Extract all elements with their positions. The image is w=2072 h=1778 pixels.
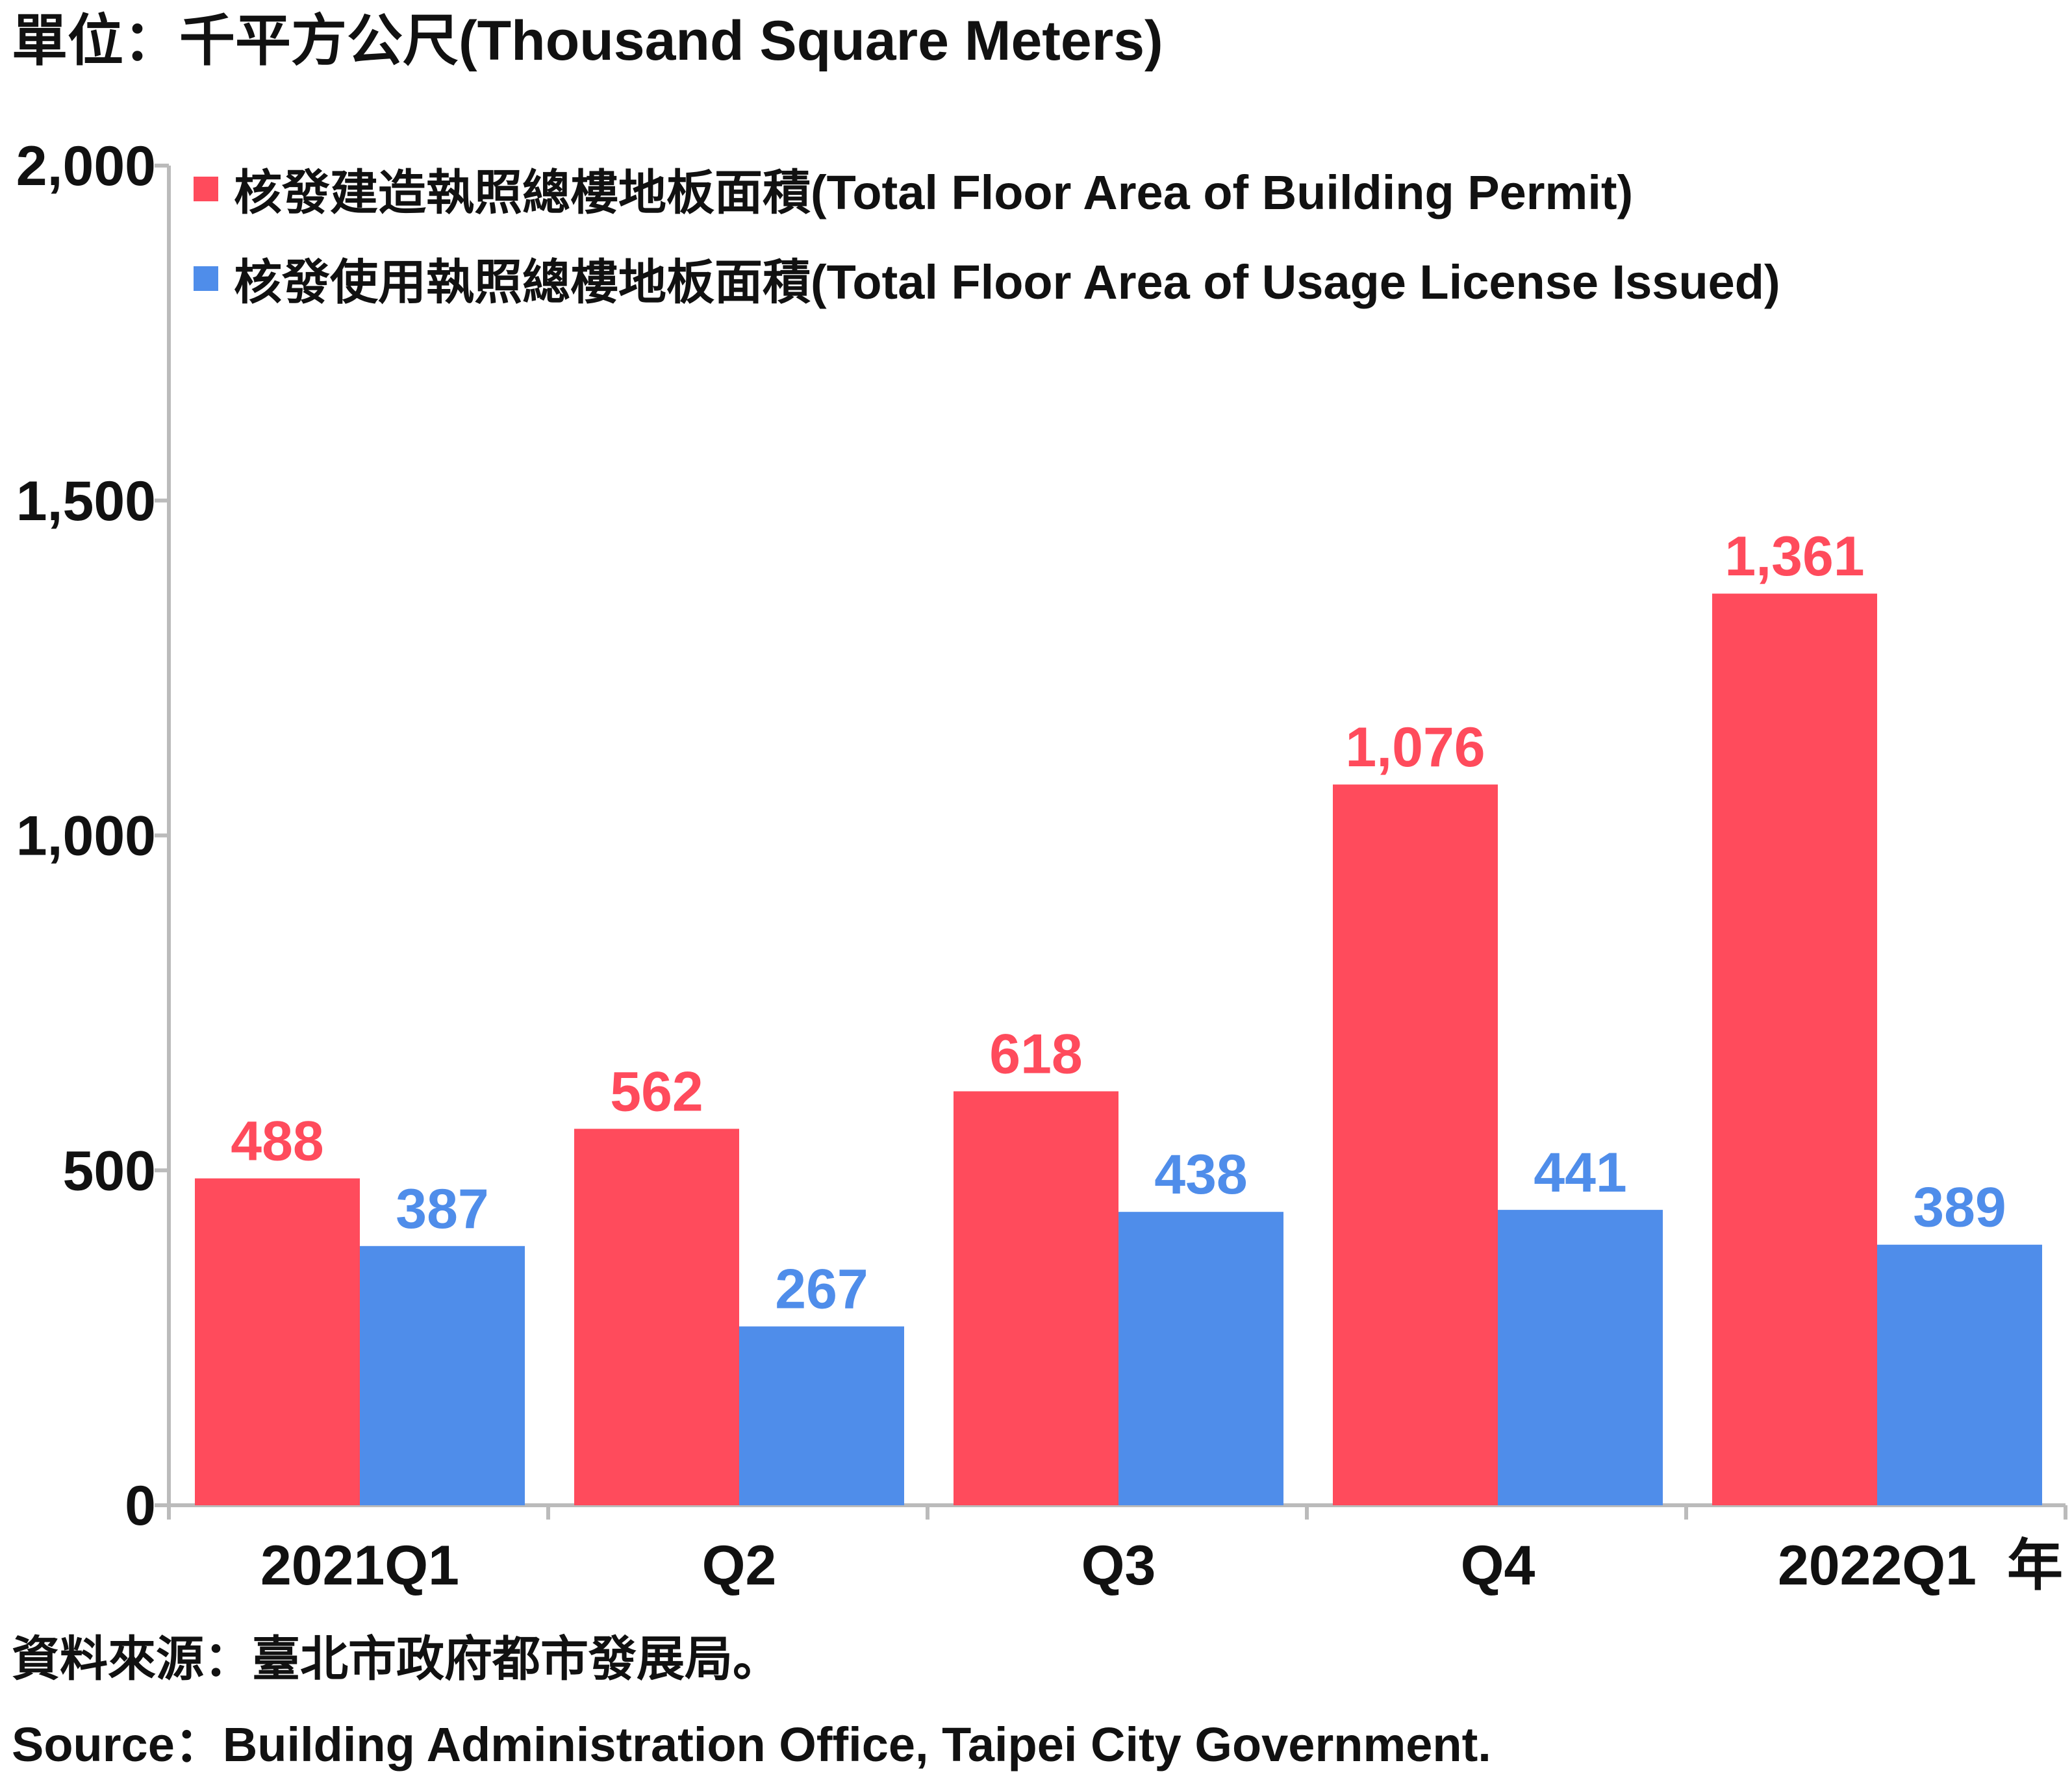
data-label-permit: 618 bbox=[989, 1023, 1083, 1086]
y-tick-label: 2,000 bbox=[16, 135, 156, 197]
bar-usage bbox=[1118, 1212, 1283, 1505]
bar-usage bbox=[360, 1246, 525, 1505]
legend: 核發建造執照總樓地板面積(Total Floor Area of Buildin… bbox=[194, 166, 1780, 309]
data-label-permit: 562 bbox=[610, 1060, 703, 1123]
x-tick-label: Q2 bbox=[702, 1534, 777, 1597]
source-zh: 資料來源：臺北市政府都市發展局。 bbox=[12, 1632, 781, 1686]
bar-permit bbox=[954, 1092, 1118, 1505]
legend-label-permit: 核發建造執照總樓地板面積(Total Floor Area of Buildin… bbox=[234, 166, 1633, 219]
data-label-usage: 267 bbox=[775, 1258, 868, 1321]
y-tick-label: 500 bbox=[63, 1140, 157, 1202]
bar-usage bbox=[739, 1327, 904, 1505]
y-tick-label: 1,000 bbox=[16, 805, 156, 868]
data-label-permit: 1,361 bbox=[1725, 525, 1864, 588]
unit-label: 單位：千平方公尺(Thousand Square Meters) bbox=[12, 10, 1163, 72]
x-tick-label: Q4 bbox=[1461, 1534, 1535, 1597]
x-tick-label: Q3 bbox=[1081, 1534, 1156, 1597]
legend-label-usage: 核發使用執照總樓地板面積(Total Floor Area of Usage L… bbox=[234, 255, 1780, 309]
data-label-usage: 441 bbox=[1534, 1142, 1627, 1204]
bar-permit bbox=[574, 1129, 739, 1505]
x-tick-label: 2022Q1 bbox=[1778, 1534, 1977, 1597]
bar-permit bbox=[1333, 784, 1498, 1505]
data-label-usage: 389 bbox=[1913, 1177, 2006, 1239]
data-label-usage: 438 bbox=[1154, 1144, 1248, 1206]
bar-permit bbox=[195, 1179, 360, 1505]
x-tick-label: 2021Q1 bbox=[260, 1534, 459, 1597]
legend-swatch-permit bbox=[194, 177, 218, 201]
y-tick-label: 1,500 bbox=[16, 470, 156, 532]
y-tick-label: 0 bbox=[125, 1475, 156, 1537]
x-unit-label: 年 bbox=[2007, 1534, 2063, 1597]
data-label-permit: 488 bbox=[231, 1110, 324, 1173]
bar-permit bbox=[1712, 594, 1877, 1505]
data-label-permit: 1,076 bbox=[1345, 716, 1485, 779]
data-label-usage: 387 bbox=[396, 1178, 489, 1240]
legend-swatch-usage bbox=[194, 266, 218, 291]
bar-usage bbox=[1498, 1210, 1663, 1505]
source-en: Source：Building Administration Office, T… bbox=[12, 1718, 1491, 1772]
bar-usage bbox=[1877, 1245, 2042, 1505]
